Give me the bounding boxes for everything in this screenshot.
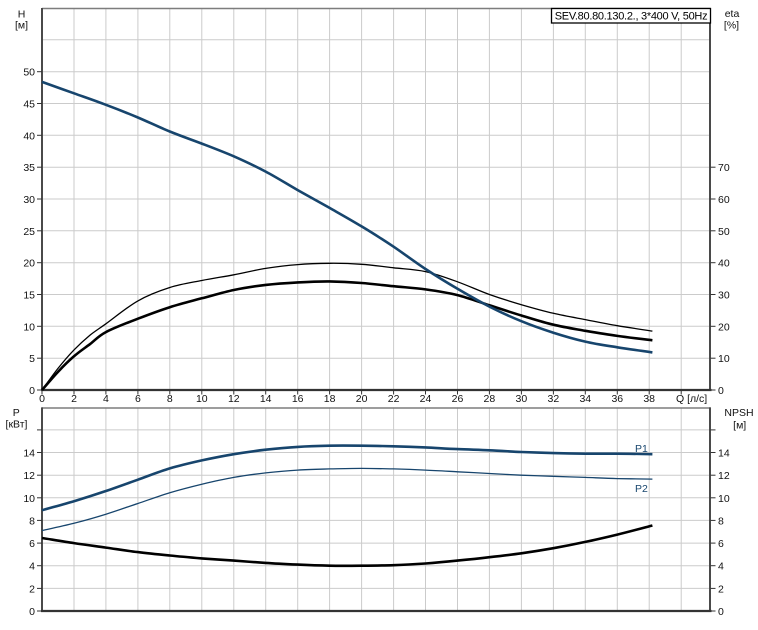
svg-text:20: 20: [356, 393, 368, 405]
svg-text:12: 12: [718, 470, 730, 482]
svg-text:40: 40: [23, 130, 35, 142]
svg-text:14: 14: [718, 448, 730, 460]
svg-text:26: 26: [452, 393, 464, 405]
svg-text:eta: eta: [725, 8, 740, 20]
svg-text:4: 4: [718, 561, 724, 573]
svg-text:28: 28: [484, 393, 496, 405]
svg-text:20: 20: [23, 258, 35, 270]
svg-text:10: 10: [23, 321, 35, 333]
svg-text:6: 6: [29, 538, 35, 550]
svg-text:18: 18: [324, 393, 336, 405]
svg-text:50: 50: [718, 226, 730, 238]
svg-text:60: 60: [718, 194, 730, 206]
svg-text:8: 8: [167, 393, 173, 405]
svg-text:2: 2: [71, 393, 77, 405]
svg-text:8: 8: [718, 515, 724, 527]
svg-text:30: 30: [516, 393, 528, 405]
svg-text:22: 22: [388, 393, 400, 405]
svg-text:P: P: [13, 407, 20, 419]
svg-text:30: 30: [23, 194, 35, 206]
svg-text:50: 50: [23, 67, 35, 79]
svg-text:0: 0: [718, 385, 724, 397]
svg-text:Q [л/с]: Q [л/с]: [676, 393, 707, 405]
svg-text:40: 40: [718, 258, 730, 270]
svg-text:SEV.80.80.130.2., 3*400 V, 50H: SEV.80.80.130.2., 3*400 V, 50Hz: [555, 11, 708, 23]
svg-text:[м]: [м]: [733, 420, 746, 432]
svg-text:12: 12: [228, 393, 240, 405]
svg-text:38: 38: [643, 393, 655, 405]
svg-text:2: 2: [718, 583, 724, 595]
svg-text:36: 36: [611, 393, 623, 405]
svg-text:0: 0: [39, 393, 45, 405]
svg-text:6: 6: [718, 538, 724, 550]
svg-text:20: 20: [718, 321, 730, 333]
svg-text:[%]: [%]: [724, 19, 739, 31]
svg-text:0: 0: [718, 606, 724, 618]
svg-text:30: 30: [718, 290, 730, 302]
svg-text:0: 0: [29, 385, 35, 397]
svg-text:H: H: [18, 8, 26, 20]
svg-text:16: 16: [292, 393, 304, 405]
svg-text:45: 45: [23, 99, 35, 111]
svg-text:0: 0: [29, 606, 35, 618]
svg-text:10: 10: [718, 493, 730, 505]
svg-text:4: 4: [103, 393, 109, 405]
svg-text:10: 10: [23, 493, 35, 505]
svg-text:25: 25: [23, 226, 35, 238]
svg-text:P2: P2: [635, 483, 648, 495]
svg-text:10: 10: [718, 353, 730, 365]
svg-text:12: 12: [23, 470, 35, 482]
svg-text:P1: P1: [635, 443, 648, 455]
svg-text:35: 35: [23, 162, 35, 174]
svg-text:[кВт]: [кВт]: [6, 419, 28, 431]
svg-text:14: 14: [23, 448, 35, 460]
svg-text:15: 15: [23, 290, 35, 302]
svg-text:5: 5: [29, 353, 35, 365]
svg-text:32: 32: [548, 393, 560, 405]
svg-text:14: 14: [260, 393, 272, 405]
svg-text:[м]: [м]: [15, 19, 28, 31]
svg-text:NPSH: NPSH: [724, 407, 753, 419]
svg-text:24: 24: [420, 393, 432, 405]
svg-text:6: 6: [135, 393, 141, 405]
svg-text:10: 10: [196, 393, 208, 405]
svg-text:8: 8: [29, 515, 35, 527]
svg-text:70: 70: [718, 162, 730, 174]
svg-text:34: 34: [579, 393, 591, 405]
svg-text:2: 2: [29, 583, 35, 595]
svg-text:4: 4: [29, 561, 35, 573]
